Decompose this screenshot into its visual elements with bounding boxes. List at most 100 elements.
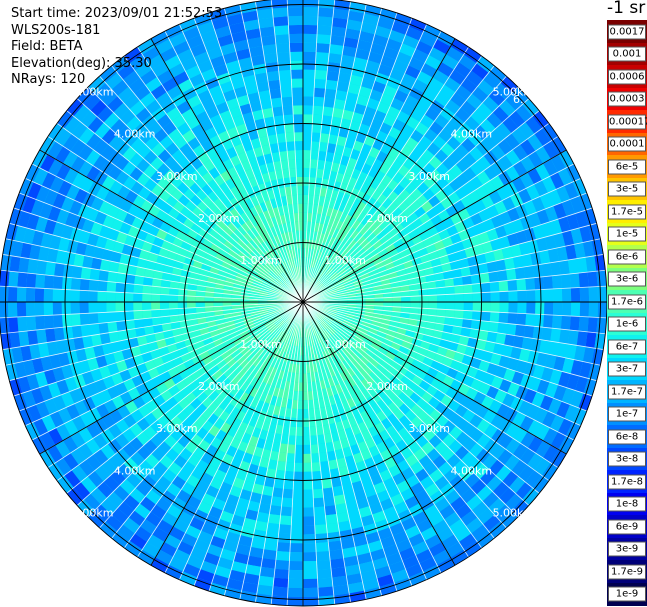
range-gate xyxy=(370,211,381,223)
range-gate xyxy=(34,302,45,317)
range-gate xyxy=(258,326,267,334)
range-gate xyxy=(211,334,222,343)
range-gate xyxy=(393,223,405,234)
range-gate xyxy=(217,269,228,278)
range-gate xyxy=(414,100,430,115)
range-gate xyxy=(576,257,588,274)
range-gate xyxy=(271,257,279,266)
range-gate xyxy=(316,312,325,319)
colorbar-level: 6e-5 xyxy=(607,155,647,178)
range-gate xyxy=(273,339,281,349)
range-gate xyxy=(166,504,183,519)
range-gate xyxy=(196,345,208,355)
range-gate xyxy=(337,307,348,312)
range-gate xyxy=(208,365,220,376)
range-gate xyxy=(359,182,371,194)
range-gate xyxy=(558,371,571,388)
range-gate xyxy=(119,479,136,495)
range-gate xyxy=(360,449,373,461)
range-gate xyxy=(410,461,424,475)
range-gate xyxy=(179,369,191,380)
range-gate xyxy=(515,359,528,374)
range-gate xyxy=(507,357,519,372)
range-gate xyxy=(349,74,364,87)
range-gate xyxy=(436,309,446,317)
range-gate xyxy=(233,352,244,362)
range-gate xyxy=(142,302,152,311)
range-gate xyxy=(255,246,264,256)
range-gate xyxy=(250,265,260,273)
range-gate xyxy=(156,69,174,85)
range-gate xyxy=(331,321,341,329)
range-gate xyxy=(527,419,542,437)
colorbar-level: 1e-7 xyxy=(607,402,647,426)
range-gate xyxy=(267,335,275,344)
range-gate xyxy=(235,340,246,350)
range-gate xyxy=(303,578,318,589)
range-gate xyxy=(312,268,318,278)
range-gate xyxy=(141,241,153,253)
colorbar-level-label: 1.7e-9 xyxy=(608,564,646,579)
range-gate xyxy=(281,497,293,508)
range-gate xyxy=(208,506,223,520)
range-gate xyxy=(285,270,291,279)
range-gate xyxy=(312,390,319,400)
range-gate xyxy=(287,444,296,454)
range-gate xyxy=(543,314,554,329)
range-gate xyxy=(115,140,131,156)
range-gate xyxy=(483,514,501,532)
range-gate xyxy=(142,541,160,558)
range-gate xyxy=(170,321,181,330)
range-gate xyxy=(211,574,229,588)
range-gate xyxy=(22,196,36,214)
range-gate xyxy=(178,314,189,322)
range-gate xyxy=(77,203,91,219)
range-gate xyxy=(164,564,183,580)
range-gate xyxy=(418,135,433,150)
ray-separator xyxy=(302,301,398,592)
range-gate xyxy=(240,298,250,302)
range-gate xyxy=(324,316,333,324)
range-gate xyxy=(471,524,489,541)
range-gate xyxy=(499,211,512,226)
range-gate xyxy=(143,439,158,454)
range-gate xyxy=(398,176,411,190)
range-gate xyxy=(462,374,475,388)
range-gate xyxy=(357,266,367,274)
range-gate xyxy=(370,414,381,426)
range-gate xyxy=(225,178,236,190)
range-gate xyxy=(550,431,566,450)
range-gate xyxy=(237,225,247,236)
range-gate xyxy=(56,209,70,225)
range-gate xyxy=(303,33,318,44)
range-gate xyxy=(234,388,245,400)
range-gate xyxy=(398,189,411,201)
range-gate xyxy=(520,155,536,173)
range-gate xyxy=(78,230,91,245)
range-gate xyxy=(86,422,101,439)
range-gate xyxy=(325,79,338,91)
range-gate xyxy=(342,45,357,58)
range-gate xyxy=(325,267,333,276)
range-gate xyxy=(288,569,303,580)
range-gate xyxy=(269,311,279,317)
range-gate xyxy=(311,470,322,481)
range-gate xyxy=(289,345,294,355)
range-gate xyxy=(391,569,409,583)
range-gate xyxy=(317,261,324,271)
range-gate xyxy=(250,311,260,316)
range-gate xyxy=(369,358,380,368)
range-gate xyxy=(75,348,88,363)
range-gate xyxy=(234,276,245,283)
range-gate xyxy=(456,343,468,355)
range-gate xyxy=(69,388,83,404)
range-gate xyxy=(542,141,559,159)
range-gate xyxy=(30,199,45,217)
range-gate xyxy=(202,238,214,249)
range-gate xyxy=(303,185,310,195)
range-gate xyxy=(121,348,133,361)
range-gate xyxy=(240,526,255,539)
range-gate xyxy=(134,62,153,78)
range-gate xyxy=(504,257,515,270)
range-gate xyxy=(125,472,142,489)
